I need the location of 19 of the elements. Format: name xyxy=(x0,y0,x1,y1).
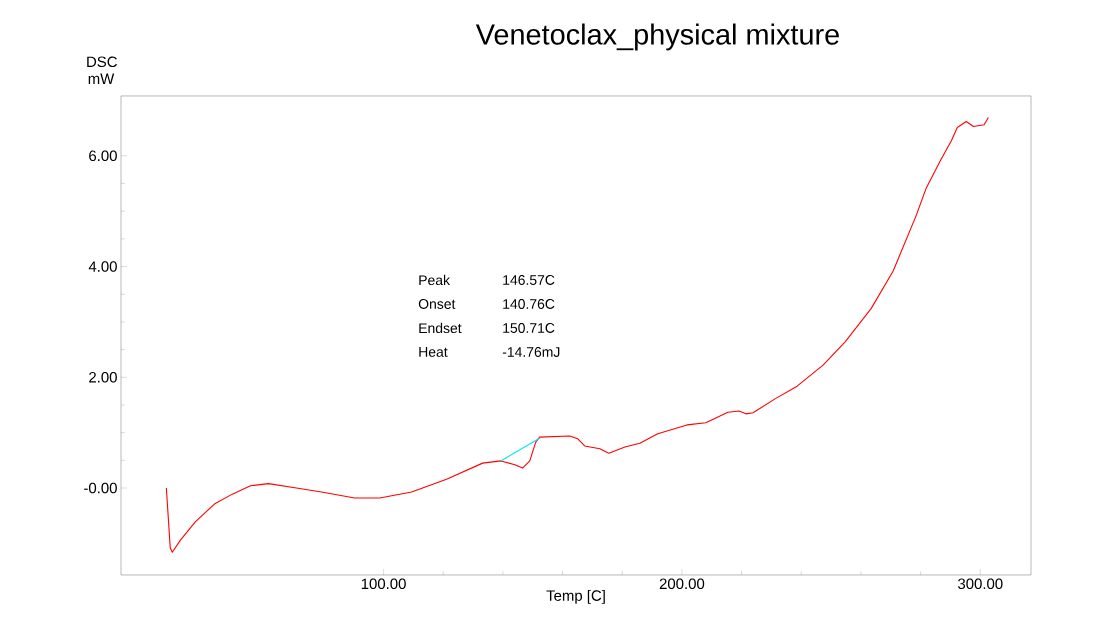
annotation: Onset xyxy=(418,299,456,309)
annotation: 150.71C xyxy=(503,323,555,333)
annotation: 140.76C xyxy=(503,299,555,309)
y-tick-label: -0.00 xyxy=(84,482,117,494)
annotation: Endset xyxy=(419,322,462,334)
y-axis-title: DSC mW xyxy=(87,56,117,84)
annotation: Peak xyxy=(419,274,451,286)
x-tick-label: 300.00 xyxy=(958,578,1003,590)
x-tick-label: 200.00 xyxy=(659,578,705,590)
annotation: 146.57C xyxy=(503,275,555,285)
annotation: -14.76mJ xyxy=(502,347,560,357)
x-tick-label: 100.00 xyxy=(361,578,406,590)
y-tick-label: 6.00 xyxy=(89,150,117,162)
y-tick-label: 4.00 xyxy=(88,261,117,272)
x-axis-title: Temp [C] xyxy=(546,589,605,604)
annotation: Heat xyxy=(419,347,448,357)
y-tick-label: 2.00 xyxy=(89,372,117,383)
chart-title: Venetoclax_physical mixture xyxy=(475,23,839,51)
line-series xyxy=(165,117,989,553)
